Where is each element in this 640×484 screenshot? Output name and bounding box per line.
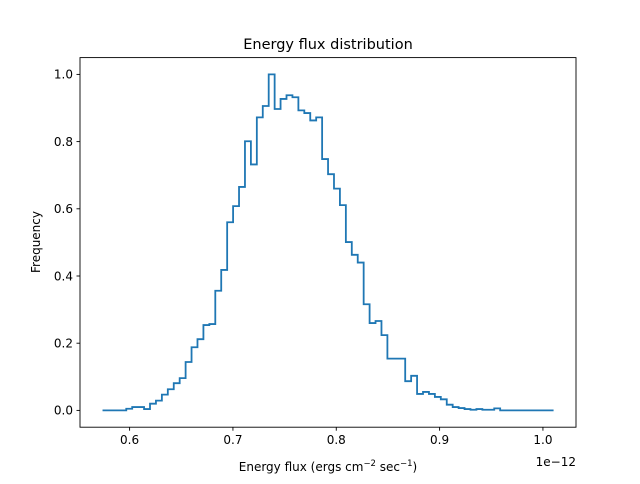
chart-title: Energy flux distribution (243, 37, 413, 53)
x-axis-label: Energy flux (ergs cm−2 sec−1) (239, 459, 417, 474)
x-tick-label: 0.6 (120, 433, 139, 447)
x-tick-label: 0.8 (327, 433, 346, 447)
y-axis-label: Frequency (29, 211, 43, 273)
y-tick-label: 0.4 (54, 269, 73, 283)
y-tick-label: 1.0 (54, 68, 73, 82)
y-tick-label: 0.8 (54, 135, 73, 149)
histogram-step-line (102, 73, 554, 412)
axes-frame (79, 57, 577, 428)
x-tick-label: 0.9 (430, 433, 449, 447)
y-tick-label: 0.2 (54, 337, 73, 351)
x-tick-label: 0.7 (223, 433, 242, 447)
y-tick-label: 0.6 (54, 202, 73, 216)
x-tick-label: 1.0 (533, 433, 552, 447)
x-offset-label: 1e−12 (536, 455, 576, 469)
y-tick-label: 0.0 (54, 404, 73, 418)
